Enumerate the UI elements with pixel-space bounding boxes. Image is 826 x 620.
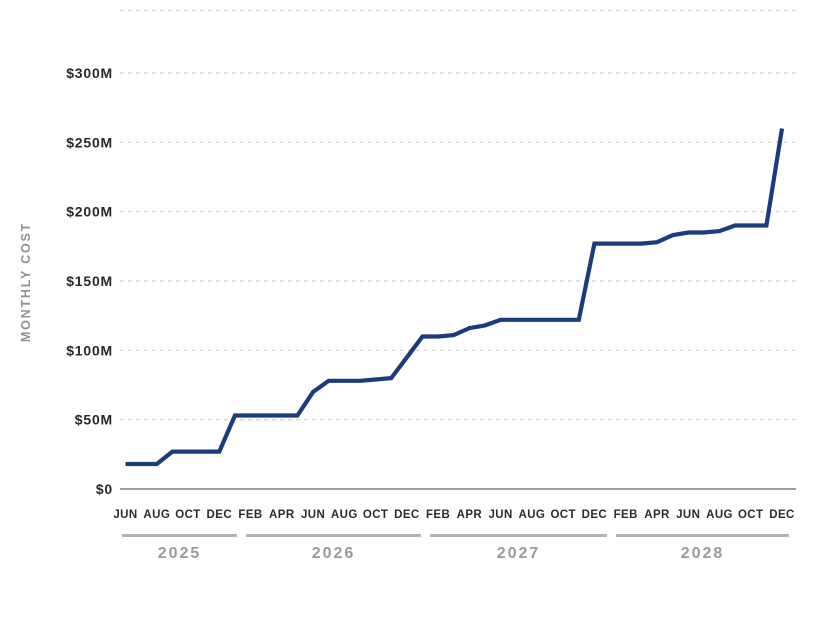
month-tick-label: APR bbox=[457, 509, 483, 521]
month-tick-label: JUN bbox=[488, 509, 512, 521]
month-tick-label: APR bbox=[644, 509, 670, 521]
y-tick-label: $300M bbox=[66, 65, 113, 81]
y-tick-label: $200M bbox=[66, 204, 113, 220]
y-axis-title: MONTHLY COST bbox=[19, 222, 33, 342]
month-tick-label: JUN bbox=[113, 509, 137, 521]
month-tick-label: AUG bbox=[519, 509, 546, 521]
month-tick-label: FEB bbox=[426, 509, 450, 521]
year-bar bbox=[430, 534, 607, 537]
year-label: 2026 bbox=[312, 545, 356, 562]
month-tick-label: DEC bbox=[582, 509, 607, 521]
month-tick-label: JUN bbox=[301, 509, 325, 521]
year-bar bbox=[246, 534, 421, 537]
y-tick-label: $100M bbox=[66, 342, 113, 358]
month-tick-label: FEB bbox=[238, 509, 262, 521]
month-tick-label: FEB bbox=[614, 509, 638, 521]
year-label: 2025 bbox=[158, 545, 202, 562]
month-tick-label: DEC bbox=[394, 509, 419, 521]
year-bar bbox=[122, 534, 237, 537]
cost-line bbox=[125, 128, 785, 467]
year-bar bbox=[616, 534, 789, 537]
month-tick-label: OCT bbox=[175, 509, 200, 521]
month-tick-label: OCT bbox=[738, 509, 763, 521]
year-label: 2027 bbox=[497, 545, 541, 562]
y-tick-label: $0 bbox=[96, 481, 113, 497]
month-tick-label: APR bbox=[269, 509, 295, 521]
y-tick-label: $250M bbox=[66, 134, 113, 150]
month-tick-label: DEC bbox=[769, 509, 794, 521]
y-tick-label: $50M bbox=[75, 412, 113, 428]
month-tick-label: AUG bbox=[706, 509, 733, 521]
month-tick-label: JUN bbox=[676, 509, 700, 521]
year-label: 2028 bbox=[681, 545, 725, 562]
month-tick-label: DEC bbox=[207, 509, 232, 521]
month-tick-label: AUG bbox=[143, 509, 170, 521]
month-tick-label: AUG bbox=[331, 509, 358, 521]
month-tick-label: OCT bbox=[363, 509, 388, 521]
y-tick-label: $150M bbox=[66, 273, 113, 289]
month-tick-label: OCT bbox=[550, 509, 575, 521]
